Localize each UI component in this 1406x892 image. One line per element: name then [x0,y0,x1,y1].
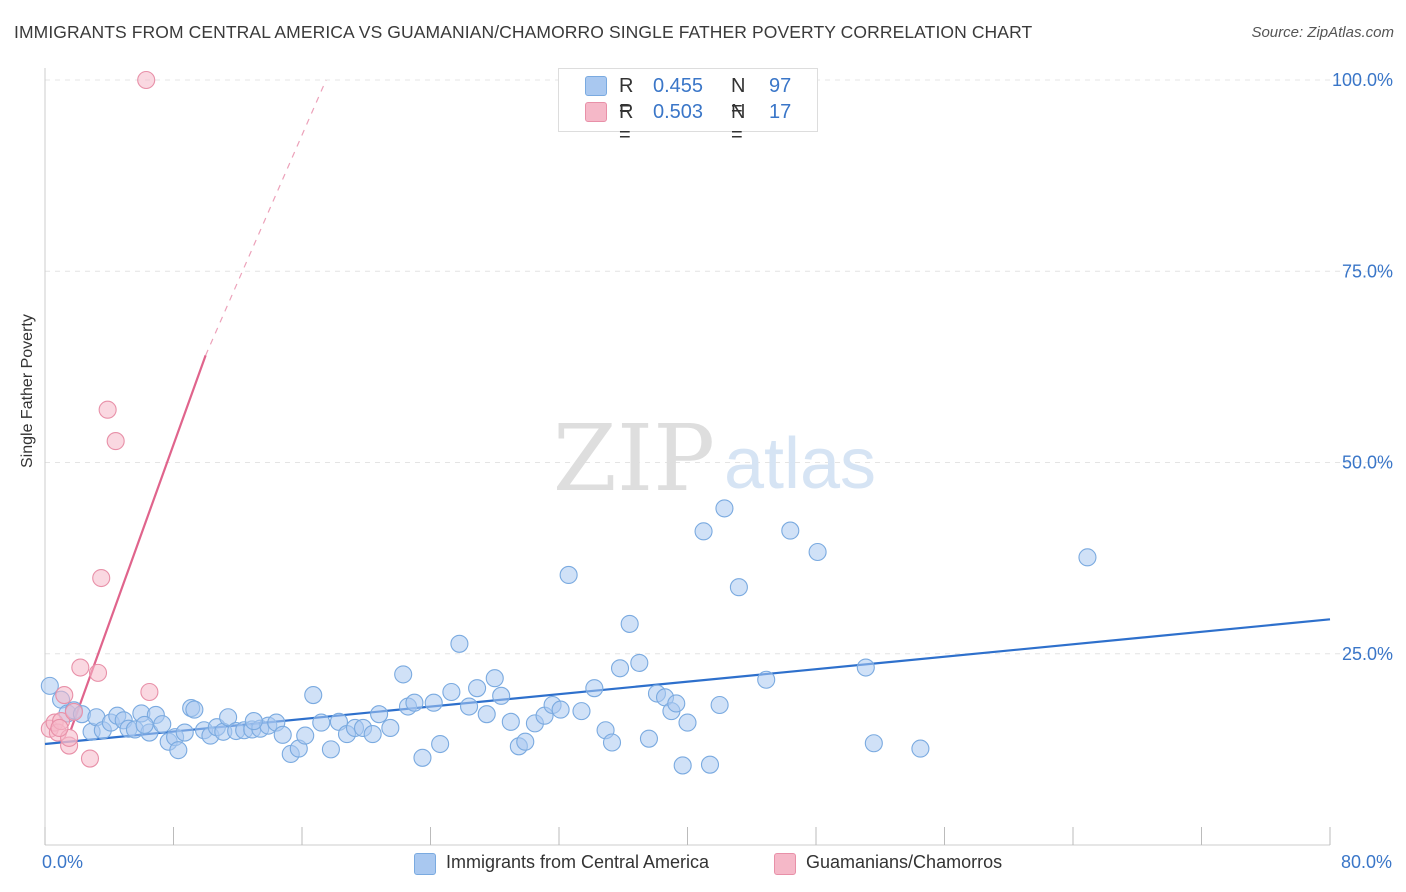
y-tick-label: 75.0% [1342,261,1393,281]
point-central-america [40,676,59,695]
point-central-america [459,697,479,716]
watermark-zip: ZIP [553,405,715,512]
legend-n-value: 17 [769,101,792,123]
point-guamanian [64,702,83,721]
point-guamanian [55,686,74,705]
point-central-america [169,741,188,760]
point-central-america [405,693,424,712]
point-central-america [856,658,875,677]
y-tick-label: 25.0% [1342,644,1393,664]
point-central-america [610,659,630,678]
correlation-legend: R = 0.455 N = 97 R = 0.503 N = 17 [558,68,818,146]
bottom-legend-swatch-pink [774,853,796,875]
legend-r-value: 0.503 [653,101,704,123]
point-central-america [219,708,238,727]
point-central-america [757,670,776,689]
point-central-america [273,725,292,744]
point-central-america [630,653,649,672]
point-central-america [442,682,461,702]
point-central-america [450,634,469,653]
data-points [40,70,1097,775]
point-central-america [304,686,323,705]
x-axis-min-label: 0.0% [42,852,84,872]
point-central-america [370,705,389,724]
point-central-america [516,732,535,751]
point-central-america [501,712,520,731]
bottom-legend-swatch-blue [414,853,436,875]
point-guamanian [88,663,108,682]
point-central-america [559,565,578,585]
point-central-america [431,734,450,754]
point-central-america [413,748,432,767]
point-central-america [468,679,487,698]
x-axis-max-label: 80.0% [1340,852,1392,872]
y-axis-label: Single Father Poverty [19,314,36,468]
point-guamanian [140,682,159,702]
point-central-america [808,542,827,562]
source-credit: Source: ZipAtlas.com [1251,24,1394,41]
watermark-atlas: atlas [724,424,876,504]
point-central-america [312,713,331,732]
legend-r-label: R = [619,75,634,120]
legend-n-label: N = [731,101,746,146]
point-central-america [700,755,720,774]
point-central-america [710,695,729,715]
point-central-america [781,521,800,540]
point-guamanian [92,568,111,588]
legend-swatch-pink [585,102,607,122]
trend-line-extension [205,79,327,356]
point-central-america [135,715,154,734]
point-central-america [572,702,591,721]
point-central-america [911,739,930,758]
legend-r-label: R = [619,101,634,146]
axes [44,68,1331,846]
y-tick-label: 100.0% [1332,70,1393,90]
point-guamanian [137,70,156,90]
point-central-america [1078,548,1097,567]
point-central-america [715,499,734,518]
watermark: ZIP atlas [553,405,876,512]
point-guamanian [50,718,69,738]
point-central-america [678,713,697,732]
bottom-legend-label: Immigrants from Central America [446,852,710,872]
point-central-america [673,756,692,775]
chart-title: IMMIGRANTS FROM CENTRAL AMERICA VS GUAMA… [14,22,1033,42]
point-guamanian [80,749,100,768]
point-central-america [585,679,604,698]
point-central-america [394,665,413,684]
point-central-america [602,733,622,752]
legend-n-label: N = [731,75,746,120]
grid-lines [45,79,1394,655]
point-central-america [667,694,686,713]
point-central-america [485,669,504,688]
point-central-america [639,729,659,748]
point-guamanian [106,432,125,451]
point-central-america [729,578,748,597]
point-central-america [153,715,172,734]
legend-n-value: 97 [769,75,792,97]
point-central-america [424,693,443,712]
point-guamanian [71,658,90,677]
point-central-america [175,723,194,742]
legend-r-value: 0.455 [653,75,704,97]
point-central-america [620,614,639,633]
point-central-america [296,726,315,745]
point-central-america [492,686,511,705]
point-central-america [864,734,883,753]
point-central-america [321,740,340,759]
point-guamanian [98,400,117,419]
bottom-legend-label: Guamanians/Chamorros [806,852,1003,872]
point-central-america [694,522,713,541]
point-central-america [363,725,382,744]
point-central-america [244,712,263,731]
y-tick-label: 50.0% [1342,453,1393,473]
legend-swatch-blue [585,76,607,96]
y-tick-labels: 25.0% 50.0% 75.0% 100.0% [1332,70,1393,664]
point-central-america [185,700,204,719]
point-central-america [477,705,496,724]
point-central-america [381,718,400,738]
point-central-america [551,700,570,719]
